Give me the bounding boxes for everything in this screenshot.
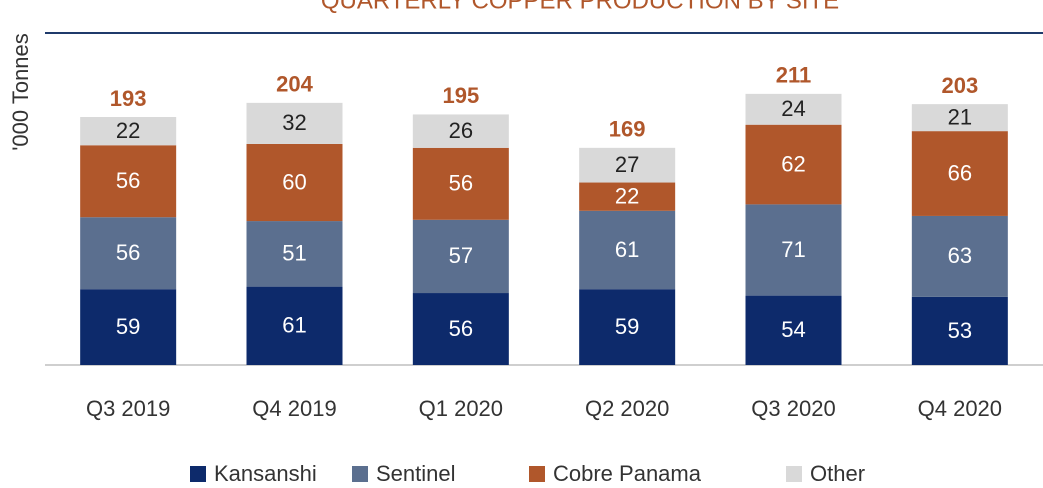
x-tick-label: Q4 2020 [918,396,1002,421]
value-label: 27 [615,152,639,177]
bar-segment [911,215,1008,297]
bar-segment [80,217,177,290]
bar-segment [412,114,509,148]
bar-segment [246,221,343,287]
value-label: 22 [116,118,140,143]
legend-label: Sentinel [376,461,456,486]
value-label: 26 [449,118,473,143]
value-label: 53 [948,318,972,343]
x-tick-label: Q2 2020 [585,396,669,421]
legend-label: Kansanshi [214,461,317,486]
value-label: 56 [116,240,140,265]
y-axis-label: '000 Tonnes [8,33,33,151]
bar-segment [246,143,343,222]
bar-segment [579,210,676,290]
x-tick-label: Q3 2020 [751,396,835,421]
total-label: 169 [609,117,646,142]
bar-segment [911,296,1008,365]
total-label: 204 [276,72,313,97]
bar-segment [911,131,1008,216]
value-label: 56 [116,168,140,193]
value-label: 32 [282,110,306,135]
bar-segment [579,182,676,211]
value-label: 63 [948,243,972,268]
legend-swatch [352,466,368,482]
bar-segment [745,93,842,125]
bar-segment [579,147,676,183]
bar-segment [911,104,1008,132]
value-label: 61 [282,313,306,338]
legend-label: Other [810,461,865,486]
total-label: 193 [110,86,147,111]
bar-segment [80,116,177,146]
total-label: 211 [776,63,812,88]
bar-segment [80,145,177,218]
bar-segment [745,204,842,296]
bar-segment [745,295,842,365]
bar-segment [246,286,343,365]
value-label: 56 [449,316,473,341]
bar-segment [412,219,509,294]
legend-label: Cobre Panama [553,461,702,486]
value-label: 22 [615,183,639,208]
value-label: 59 [615,314,639,339]
legend-swatch [190,466,206,482]
bar-segment [412,293,509,365]
value-label: 71 [781,237,805,262]
value-label: 60 [282,169,306,194]
bar-segment [80,289,177,365]
legend-swatch [786,466,802,482]
bar-segment [579,289,676,365]
chart-title: QUARTERLY COPPER PRODUCTION BY SITE [321,0,839,14]
value-label: 24 [781,96,805,121]
bar-segment [745,124,842,205]
total-label: 203 [941,73,978,98]
bar-segment [412,147,509,220]
value-label: 61 [615,237,639,262]
value-label: 57 [449,243,473,268]
bar-segment [246,102,343,144]
x-tick-label: Q3 2019 [86,396,170,421]
total-label: 195 [442,83,479,108]
x-tick-label: Q1 2020 [419,396,503,421]
value-label: 66 [948,160,972,185]
value-label: 21 [948,104,972,129]
value-label: 51 [282,241,306,266]
value-label: 56 [449,171,473,196]
legend-swatch [529,466,545,482]
value-label: 54 [781,317,805,342]
value-label: 59 [116,314,140,339]
x-tick-label: Q4 2019 [252,396,336,421]
value-label: 62 [781,151,805,176]
